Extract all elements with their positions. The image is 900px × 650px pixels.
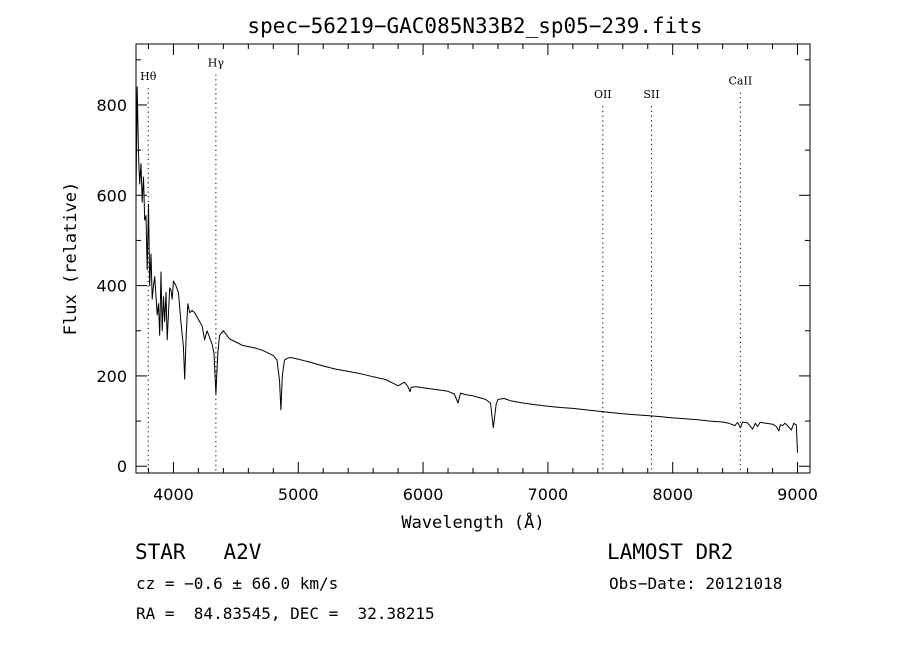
line-marker-label: Hθ [140, 70, 157, 83]
x-tick-label: 6000 [403, 485, 444, 504]
y-tick-label: 0 [117, 457, 127, 476]
x-tick-label: 7000 [528, 485, 569, 504]
y-tick-label: 600 [96, 186, 127, 205]
x-tick-label: 8000 [652, 485, 693, 504]
redshift-label: cz = −0.6 ± 66.0 km/s [136, 574, 339, 593]
y-tick-label: 200 [96, 367, 127, 386]
x-tick-label: 9000 [777, 485, 818, 504]
line-marker-label: CaII [729, 75, 753, 88]
y-axis-label: Flux (relative) [61, 182, 81, 336]
chart-title: spec−56219−GAC085N33B2_sp05−239.fits [247, 14, 702, 38]
x-tick-label: 4000 [153, 485, 194, 504]
line-marker-label: OII [594, 88, 612, 101]
y-tick-label: 400 [96, 277, 127, 296]
survey-name: LAMOST DR2 [607, 540, 734, 564]
x-tick-label: 5000 [278, 485, 319, 504]
object-class: STAR A2V [135, 540, 262, 564]
coordinates-label: RA = 84.83545, DEC = 32.38215 [136, 604, 435, 623]
x-axis-label: Wavelength (Å) [401, 511, 544, 533]
spectrum-series-line [135, 86, 798, 453]
plot-frame [135, 43, 811, 474]
y-tick-label: 800 [96, 96, 127, 115]
obs-date-label: Obs−Date: 20121018 [609, 574, 783, 593]
line-marker-label: SII [643, 88, 659, 101]
line-marker-label: Hγ [208, 57, 225, 70]
